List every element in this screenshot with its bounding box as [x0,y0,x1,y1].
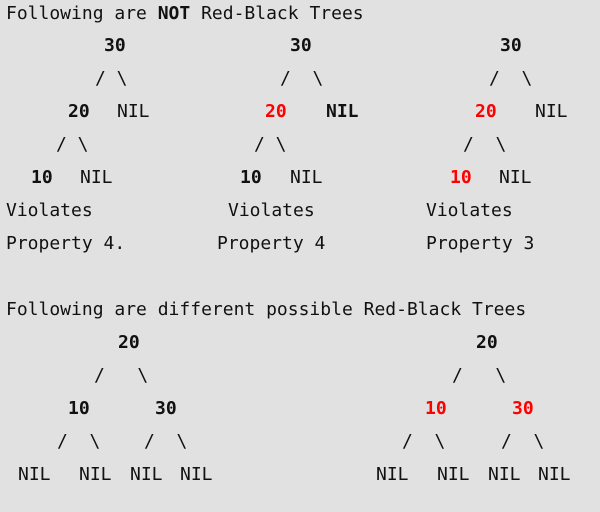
not-tree-1-left-node: 20 [68,101,90,122]
valid-tree-1-left-node: 10 [68,398,90,419]
valid-tree-1-edges-right: / \ [144,431,188,452]
not-tree-1-caption-line2: Property 4. [6,233,126,254]
valid-tree-2-edges-left: / \ [402,431,446,452]
not-tree-3-grandchild-nil: NIL [499,167,532,188]
not-tree-3-caption-line1: Violates [426,200,513,221]
not-tree-3-caption-line2: Property 3 [426,233,535,254]
not-tree-3-left-node: 20 [475,101,497,122]
not-tree-2-edges-upper: / \ [280,68,324,89]
heading-valid-rb-trees: Following are different possible Red-Bla… [6,299,527,320]
valid-tree-2-left-node: 10 [425,398,447,419]
valid-tree-2-nil-3: NIL [488,464,521,485]
valid-tree-1-nil-3: NIL [130,464,163,485]
not-tree-3-edges-upper: / \ [489,68,533,89]
not-tree-3-grandchild-node: 10 [450,167,472,188]
not-tree-3-edges-lower: / \ [463,134,507,155]
valid-tree-1-nil-4: NIL [180,464,213,485]
valid-tree-1-nil-2: NIL [79,464,112,485]
not-tree-3-root: 30 [500,35,522,56]
heading-not-rb-trees: Following are NOT Red-Black Trees [6,3,364,24]
valid-tree-2-edges-root: / \ [452,365,507,386]
not-tree-2-grandchild-nil: NIL [290,167,323,188]
valid-tree-2-nil-2: NIL [437,464,470,485]
not-tree-1-grandchild-node: 10 [31,167,53,188]
not-tree-1-edges-lower: / \ [56,134,89,155]
valid-tree-1-nil-1: NIL [18,464,51,485]
valid-tree-1-edges-root: / \ [94,365,149,386]
not-tree-2-caption-line2: Property 4 [217,233,326,254]
not-tree-2-caption-line1: Violates [228,200,315,221]
not-tree-1-caption-line1: Violates [6,200,93,221]
valid-tree-1-root: 20 [118,332,140,353]
not-tree-1-right-nil: NIL [117,101,150,122]
valid-tree-2-right-node: 30 [512,398,534,419]
valid-tree-1-right-node: 30 [155,398,177,419]
not-tree-2-edges-lower: / \ [254,134,287,155]
not-tree-1-edges-upper: / \ [95,68,128,89]
valid-tree-2-edges-right: / \ [501,431,545,452]
not-tree-2-grandchild-node: 10 [240,167,262,188]
not-tree-2-root: 30 [290,35,312,56]
not-tree-2-left-node: 20 [265,101,287,122]
not-tree-2-right-nil: NIL [326,101,359,122]
not-tree-1-root: 30 [104,35,126,56]
valid-tree-1-edges-left: / \ [57,431,101,452]
not-tree-3-right-nil: NIL [535,101,568,122]
valid-tree-2-root: 20 [476,332,498,353]
valid-tree-2-nil-4: NIL [538,464,571,485]
valid-tree-2-nil-1: NIL [376,464,409,485]
not-tree-1-grandchild-nil: NIL [80,167,113,188]
